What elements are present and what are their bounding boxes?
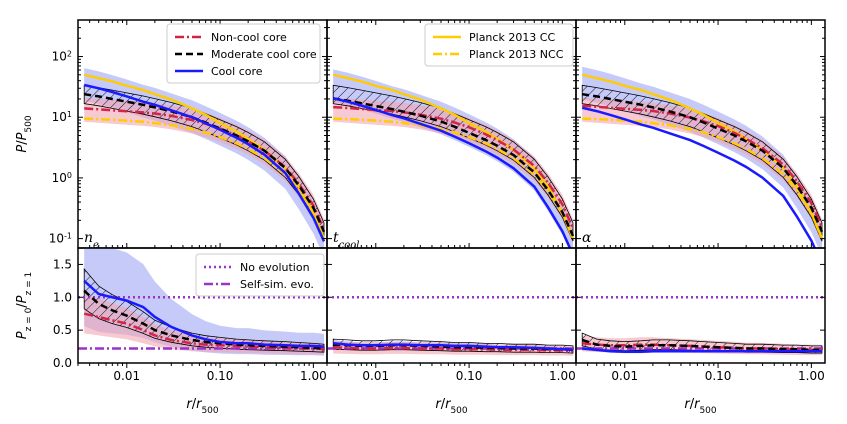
ncc-ratio-line xyxy=(83,312,325,351)
axes-frame xyxy=(575,247,826,364)
y-tick-label: 0.0 xyxy=(53,356,72,370)
x-tick-label: 1.00 xyxy=(798,369,825,383)
legend-ratio: No evolution Self-sim. evo. xyxy=(195,253,325,297)
planck-ncc-line xyxy=(84,117,326,240)
legend-profiles: Non-cool core Moderate cool core Cool core xyxy=(166,23,321,84)
x-tick-label: 0.01 xyxy=(611,369,638,383)
panel-top-ne: ne xyxy=(77,19,328,251)
legend-label: Self-sim. evo. xyxy=(240,278,314,291)
x-tick-label: 0.10 xyxy=(705,369,732,383)
mcc-scatter-band xyxy=(581,84,823,242)
x-tick-label: 0.10 xyxy=(207,369,234,383)
y-tick-label: 10-1 xyxy=(49,231,72,246)
legend-label: Non-cool core xyxy=(211,31,287,44)
planck-ncc-line xyxy=(333,117,575,240)
mcc-median-line xyxy=(333,97,575,237)
x-tick-label: 1.00 xyxy=(549,369,576,383)
x-axis-label: r/r500 xyxy=(684,397,717,416)
panel-bottom-alpha: 0.01 0.10 1.00 r/r500 xyxy=(575,247,826,416)
mcc-ratio-line xyxy=(581,338,822,352)
legend-label: Moderate cool core xyxy=(211,48,317,61)
x-tick-label: 1.00 xyxy=(300,369,327,383)
panel-bottom-tcool: 0.01 0.10 1.00 r/r500 xyxy=(326,247,577,416)
legend-box xyxy=(166,23,321,84)
y-tick-label: 0.5 xyxy=(53,323,72,337)
y-axis-label-bottom: Pz = 0/Pz = 1 xyxy=(15,272,34,340)
cc-median-line xyxy=(332,97,572,248)
legend-label: Planck 2013 CC xyxy=(469,31,555,44)
ncc-ratio-band xyxy=(84,294,324,355)
y-tick-label: 101 xyxy=(52,110,72,125)
panel-top-alpha: α xyxy=(575,19,826,249)
y-tick-label: 1.5 xyxy=(53,257,72,271)
cc-median-line xyxy=(581,106,817,248)
x-tick-label: 0.01 xyxy=(362,369,389,383)
y-tick-label: 100 xyxy=(52,170,72,185)
y-axis-label-top: P/P500 xyxy=(15,115,34,153)
planck-ncc-line xyxy=(582,117,824,240)
mcc-ratio-line xyxy=(83,289,325,350)
cc-ratio-line xyxy=(333,342,574,352)
y-tick-label: 102 xyxy=(52,49,72,64)
x-axis-label: r/r500 xyxy=(186,397,219,416)
cc-ratio-line xyxy=(582,347,822,354)
x-axis-label: r/r500 xyxy=(435,397,468,416)
legend-box xyxy=(424,23,574,67)
ncc-ratio-line xyxy=(333,345,574,353)
legend-label: Planck 2013 NCC xyxy=(469,48,564,61)
panel-top-tcool: tcool xyxy=(326,19,577,251)
legend-planck: Planck 2013 CC Planck 2013 NCC xyxy=(424,23,574,67)
legend-box xyxy=(195,253,325,297)
y-tick-label: 1.0 xyxy=(53,290,72,304)
mcc-median-line xyxy=(582,92,824,233)
cc-ratio-line xyxy=(83,279,325,348)
x-tick-label: 0.10 xyxy=(456,369,483,383)
planck-cc-line xyxy=(332,73,575,240)
legend-label: Cool core xyxy=(211,65,263,78)
panel-bottom-ne: 0.01 0.10 1.00 r/r500 xyxy=(77,247,328,416)
legend-label: No evolution xyxy=(240,261,310,274)
panel-label: α xyxy=(582,230,592,246)
cc-median-line xyxy=(83,83,326,242)
x-tick-label: 0.01 xyxy=(113,369,140,383)
